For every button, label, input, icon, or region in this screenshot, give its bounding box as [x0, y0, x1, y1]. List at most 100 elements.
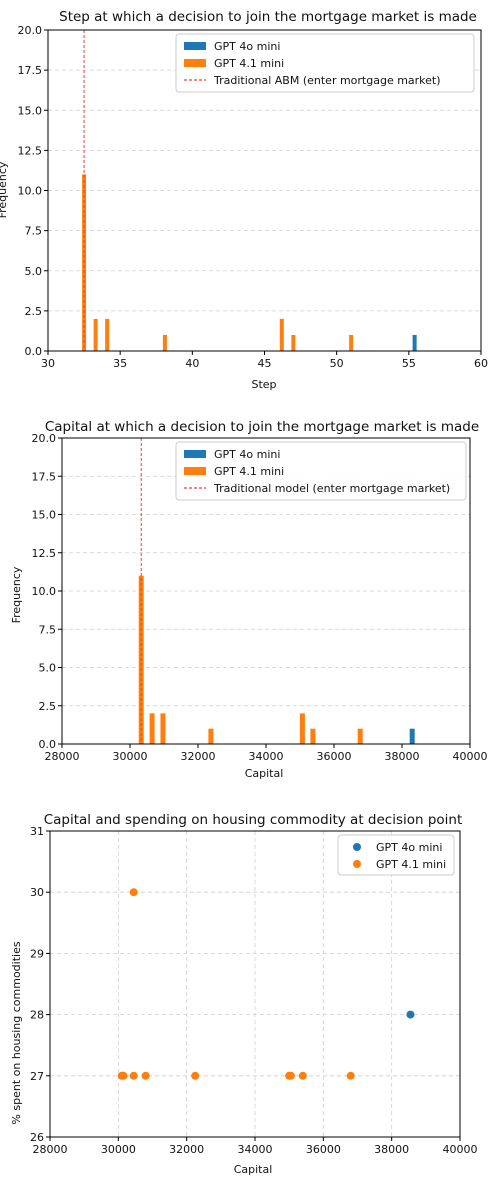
- bar: [162, 334, 167, 351]
- x-tick-label: 30: [41, 357, 55, 370]
- x-tick-label: 28000: [33, 1143, 68, 1156]
- y-tick-label: 17.5: [18, 64, 43, 77]
- y-tick-label: 29: [30, 947, 44, 960]
- x-tick-label: 34000: [238, 1143, 273, 1156]
- points: [117, 888, 415, 1080]
- x-tick-label: 32000: [169, 1143, 204, 1156]
- bars: [82, 174, 417, 351]
- y-tick-label: 12.5: [32, 547, 57, 560]
- legend-handle: [184, 467, 206, 475]
- y-tick-label: 28: [30, 1009, 44, 1022]
- x-tick-label: 30000: [101, 1143, 136, 1156]
- x-tick-label: 30000: [113, 750, 148, 763]
- x-tick-label: 40000: [453, 750, 488, 763]
- x-ticks: 28000 30000 32000 34000 36000 38000 40000: [33, 1137, 478, 1156]
- x-tick-label: 55: [402, 357, 416, 370]
- bar: [412, 334, 417, 351]
- step-histogram-chart: Step at which a decision to join the mor…: [0, 9, 488, 391]
- scatter-point: [119, 1071, 128, 1080]
- legend: GPT 4o mini GPT 4.1 mini Traditional ABM (…: [175, 33, 475, 93]
- x-tick-label: 38000: [374, 1143, 409, 1156]
- bar: [149, 713, 155, 744]
- y-tick-label: 15.0: [18, 104, 43, 117]
- y-tick-label: 5.0: [25, 265, 43, 278]
- x-tick-label: 40: [185, 357, 199, 370]
- x-ticks: 30 35 40 45 50 55 60: [41, 351, 488, 370]
- x-tick-label: 28000: [45, 750, 80, 763]
- legend-box: [175, 441, 467, 501]
- x-axis-label: Capital: [245, 767, 284, 780]
- y-ticks: 0.0 2.5 5.0 7.5 10.0 12.5 15.0 17.5 20.0: [32, 432, 62, 751]
- y-tick-label: 20.0: [18, 24, 43, 37]
- x-tick-label: 45: [258, 357, 272, 370]
- y-tick-label: 15.0: [32, 509, 57, 522]
- y-axis-label: Frequency: [0, 161, 9, 218]
- legend: GPT 4o mini GPT 4.1 mini Traditional model…: [175, 441, 467, 501]
- legend-label: Traditional ABM (enter mortgage market): [213, 74, 441, 87]
- y-tick-label: 0.0: [39, 738, 57, 751]
- legend-handle: [184, 450, 206, 458]
- bar: [409, 728, 415, 744]
- legend-label: Traditional model (enter mortgage market…: [213, 482, 450, 495]
- bar: [299, 713, 305, 744]
- legend-handle: [353, 843, 361, 851]
- bar: [160, 713, 166, 744]
- scatter-point: [191, 1071, 200, 1080]
- y-tick-label: 27: [30, 1070, 44, 1083]
- x-ticks: 28000 30000 32000 34000 36000 38000 40000: [45, 744, 488, 763]
- y-tick-label: 30: [30, 886, 44, 899]
- scatter-point: [346, 1071, 355, 1080]
- scatter-point: [406, 1010, 415, 1019]
- scatter-point: [141, 1071, 150, 1080]
- bar: [349, 334, 354, 351]
- y-tick-label: 2.5: [39, 700, 57, 713]
- y-tick-label: 31: [30, 825, 44, 838]
- y-tick-label: 10.0: [18, 185, 43, 198]
- legend-box: [337, 834, 455, 876]
- y-tick-label: 20.0: [32, 432, 57, 445]
- scatter-point: [129, 888, 138, 897]
- y-tick-label: 26: [30, 1131, 44, 1144]
- legend-label: GPT 4.1 mini: [214, 465, 284, 478]
- y-tick-label: 17.5: [32, 470, 57, 483]
- y-tick-label: 5.0: [39, 662, 57, 675]
- legend-label: GPT 4.1 mini: [214, 57, 284, 70]
- bars: [138, 575, 415, 744]
- bar: [357, 728, 363, 744]
- x-tick-label: 35: [113, 357, 127, 370]
- y-tick-label: 0.0: [25, 345, 43, 358]
- bar: [279, 318, 284, 351]
- x-tick-label: 50: [330, 357, 344, 370]
- capital-spending-scatter-chart: Capital and spending on housing commodit…: [10, 812, 478, 1176]
- chart-title: Capital and spending on housing commodit…: [44, 812, 463, 828]
- y-tick-label: 7.5: [25, 225, 43, 238]
- y-ticks: 26 27 28 29 30 31: [30, 825, 50, 1144]
- legend-label: GPT 4o mini: [214, 40, 280, 53]
- y-ticks: 0.0 2.5 5.0 7.5 10.0 12.5 15.0 17.5 20.0: [18, 24, 48, 358]
- legend-label: GPT 4o mini: [376, 841, 442, 854]
- chart-title: Step at which a decision to join the mor…: [59, 9, 477, 25]
- scatter-point: [298, 1071, 307, 1080]
- legend-handle: [184, 42, 206, 50]
- x-tick-label: 60: [474, 357, 488, 370]
- legend-label: GPT 4o mini: [214, 448, 280, 461]
- y-tick-label: 7.5: [39, 623, 57, 636]
- legend-box: [175, 33, 475, 93]
- legend-label: GPT 4.1 mini: [376, 858, 446, 871]
- x-tick-label: 36000: [306, 1143, 341, 1156]
- grid: [49, 830, 461, 1138]
- y-tick-label: 10.0: [32, 585, 57, 598]
- x-axis-label: Capital: [234, 1163, 273, 1176]
- bar: [105, 318, 110, 351]
- x-tick-label: 34000: [249, 750, 284, 763]
- bar: [291, 334, 296, 351]
- legend-handle: [353, 860, 361, 868]
- scatter-point: [129, 1071, 138, 1080]
- legend: GPT 4o mini GPT 4.1 mini: [337, 834, 455, 876]
- x-axis-label: Step: [251, 378, 276, 391]
- y-axis-label: Frequency: [10, 566, 23, 623]
- scatter-point: [286, 1071, 295, 1080]
- y-axis-label: % spent on housing commodities: [10, 941, 23, 1124]
- bar: [93, 318, 98, 351]
- y-tick-label: 12.5: [18, 144, 43, 157]
